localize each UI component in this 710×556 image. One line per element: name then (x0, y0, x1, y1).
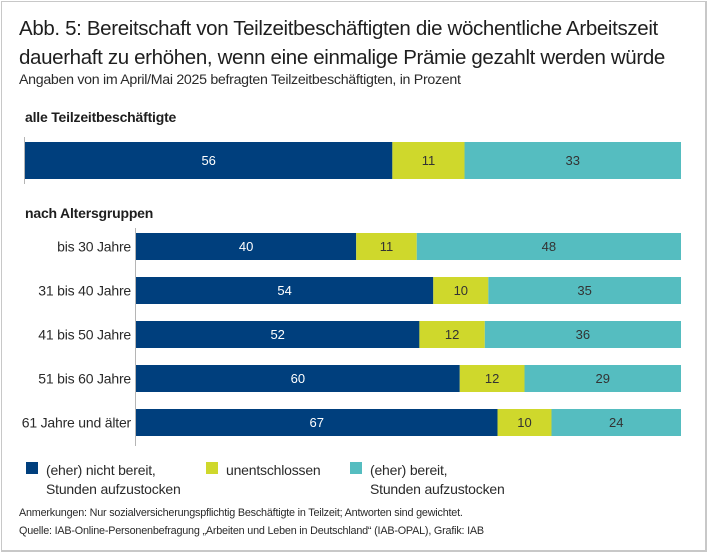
legend-item-willing: (eher) bereit, Stunden aufzustocken (350, 461, 505, 499)
bar-segment (484, 321, 681, 348)
category-label: 51 bis 60 Jahre (38, 371, 131, 387)
bar-value-label: 40 (239, 239, 253, 254)
bar-value-label: 60 (291, 371, 305, 386)
category-label: bis 30 Jahre (57, 239, 131, 255)
bar-segment (419, 321, 485, 348)
bar-segment (25, 142, 393, 179)
bar-value-label: 12 (485, 371, 499, 386)
legend-swatch-willing (350, 462, 362, 474)
bar-value-label: 10 (517, 415, 531, 430)
bar-value-label: 35 (577, 283, 591, 298)
bar-value-label: 56 (201, 153, 215, 168)
bar-segment (551, 409, 681, 436)
category-label: 41 bis 50 Jahre (38, 327, 131, 343)
bar-segment (416, 233, 681, 260)
legend-swatch-not-willing (26, 462, 38, 474)
bar-value-label: 10 (454, 283, 468, 298)
category-label: 31 bis 40 Jahre (38, 283, 131, 299)
legend-label-willing: (eher) bereit, Stunden aufzustocken (370, 462, 505, 497)
group-label-age: nach Altersgruppen (25, 205, 154, 221)
bar-value-label: 29 (596, 371, 610, 386)
chart-subtitle: Angaben von im April/Mai 2025 befragten … (19, 72, 461, 88)
bar-segment (524, 365, 681, 392)
bar-value-label: 11 (380, 239, 394, 254)
bar-value-label: 52 (270, 327, 284, 342)
bar-segment (136, 409, 498, 436)
legend-item-not-willing: (eher) nicht bereit, Stunden aufzustocke… (26, 461, 181, 499)
bar-segment (136, 365, 460, 392)
source-note: Quelle: IAB-Online-Personenbefragung „Ar… (19, 524, 484, 537)
bar-segment (488, 277, 681, 304)
group-label-all: alle Teilzeitbeschäftigte (25, 109, 177, 125)
bar-segment (136, 233, 357, 260)
bar-value-label: 33 (566, 153, 580, 168)
bar-value-label: 54 (277, 283, 291, 298)
bar-segment (459, 365, 525, 392)
legend-swatch-undecided (206, 462, 218, 474)
bar-value-label: 11 (422, 153, 436, 168)
bar-value-label: 12 (445, 327, 459, 342)
bar-value-label: 24 (609, 415, 623, 430)
bar-value-label: 67 (310, 415, 324, 430)
legend-label-not-willing: (eher) nicht bereit, Stunden aufzustocke… (46, 462, 181, 497)
bar-segment (497, 409, 552, 436)
bar-segment (356, 233, 417, 260)
bar-segment (464, 142, 681, 179)
chart-title: Abb. 5: Bereitschaft von Teilzeitbeschäf… (19, 17, 665, 69)
legend-label-undecided: unentschlossen (226, 462, 321, 478)
bar-segment (433, 277, 489, 304)
bar-segment (136, 277, 434, 304)
footnotes: Anmerkungen: Nur sozialversicherungspfli… (19, 505, 484, 540)
legend-item-undecided: unentschlossen (206, 461, 321, 480)
remarks-note: Anmerkungen: Nur sozialversicherungspfli… (19, 507, 463, 519)
category-label: 61 Jahre und älter (22, 415, 132, 431)
bar-value-label: 48 (542, 239, 556, 254)
bar-value-label: 36 (576, 327, 590, 342)
bar-segment (392, 142, 465, 179)
bar-segment (136, 321, 420, 348)
